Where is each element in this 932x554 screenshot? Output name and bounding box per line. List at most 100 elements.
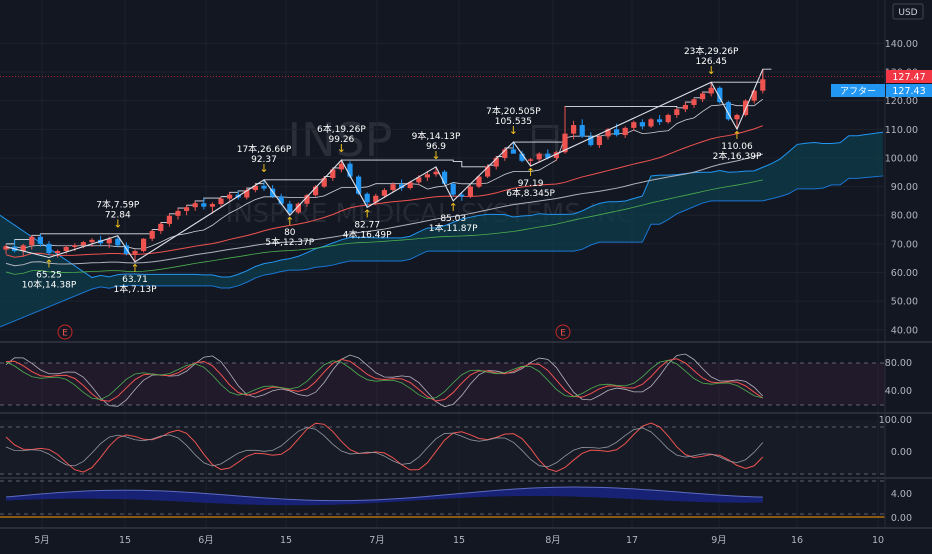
- annotation-line-1: 82.77: [354, 220, 380, 230]
- annotation-line-2: 1本,11.87P: [429, 222, 478, 234]
- arrow-up-icon: ↑: [449, 201, 458, 214]
- price-tick-label: 90.00: [891, 182, 918, 193]
- candle-body: [192, 203, 198, 208]
- time-tick-label: 15: [119, 535, 131, 546]
- annotation-line-2: 99.26: [329, 135, 355, 145]
- panel-band: [0, 420, 885, 474]
- candle-body: [141, 238, 147, 252]
- macd-line: [5, 486, 763, 502]
- panel-tick-label: 0.00: [891, 513, 912, 524]
- annotation-line-1: 110.06: [721, 142, 753, 152]
- arrow-up-icon: ↑: [526, 166, 535, 179]
- annotation-line-2: 1本,7.13P: [113, 283, 157, 295]
- time-tick-label: 9月: [711, 535, 727, 546]
- candle-body: [201, 203, 207, 207]
- annotation-line-1: 6本,19.26P: [317, 123, 366, 135]
- earnings-marker-2[interactable]: [555, 324, 571, 340]
- candle-body: [37, 236, 43, 244]
- candle-body: [476, 176, 482, 187]
- time-axis[interactable]: 5月 15 6月 15 7月 15 8月 17 9月 16 10: [34, 535, 884, 546]
- candle-body: [639, 122, 645, 127]
- panel-tick-label: 100.00: [879, 415, 912, 426]
- candle-body: [80, 242, 86, 246]
- zigzag-annotations: 65.2510本,14.38P↑7本,7.59P72.84↓63.711本,7.…: [22, 45, 762, 295]
- candle-body: [381, 190, 387, 196]
- price-tick-label: 60.00: [891, 268, 918, 279]
- candle-body: [493, 157, 499, 167]
- candle-body: [700, 93, 706, 100]
- after-hours-badge[interactable]: [831, 84, 885, 97]
- price-tick-label: 50.00: [891, 297, 918, 308]
- candle-body: [510, 149, 516, 154]
- candle-body: [132, 251, 138, 254]
- panel-tick-label: 40.00: [885, 386, 912, 397]
- candle-body: [708, 87, 714, 94]
- annotation-line-1: 7本,7.59P: [96, 199, 140, 211]
- candle-body: [390, 184, 396, 191]
- annotation-line-2: 105.535: [495, 117, 532, 127]
- candle-body: [261, 185, 267, 189]
- annotation-line-1: 85.03: [440, 214, 466, 224]
- candle-body: [442, 171, 448, 184]
- candle-body: [149, 230, 155, 239]
- annotation-line-2: 92.37: [251, 155, 277, 165]
- annotation-line-1: 23本,29.26P: [684, 45, 739, 57]
- candle-body: [682, 104, 688, 110]
- candle-body: [459, 194, 465, 197]
- ma-green-line: [5, 179, 763, 275]
- candle-body: [227, 194, 233, 199]
- candle-body: [3, 246, 9, 250]
- candle-body: [295, 203, 301, 213]
- earnings-marker-1[interactable]: [57, 324, 73, 340]
- annotation-line-1: 9本,14.13P: [412, 130, 461, 142]
- ichimoku-cloud: [0, 131, 884, 328]
- candle-body: [571, 125, 577, 134]
- price-tick-label: 100.00: [885, 153, 918, 164]
- candle-body: [244, 190, 250, 198]
- rsi-line-fast: [5, 353, 764, 408]
- candle-body: [450, 183, 456, 195]
- price-tick-label: 110.00: [885, 125, 918, 136]
- last-price-tag: [886, 70, 932, 83]
- annotation-line-2: 96.9: [426, 142, 446, 152]
- after-price-tag: [886, 84, 932, 97]
- candle-body: [89, 239, 95, 243]
- candle-body: [158, 223, 164, 231]
- candle-body: [605, 129, 611, 137]
- candle-body: [725, 102, 731, 120]
- currency-badge[interactable]: [892, 3, 924, 20]
- macd-band: [6, 487, 763, 506]
- last-price-value: 127.47: [892, 72, 925, 83]
- earnings-marker-label: E: [560, 329, 566, 339]
- oscillator-panels: [0, 353, 885, 518]
- panel-tick-label: 0.00: [891, 447, 912, 458]
- candle-body: [502, 149, 508, 158]
- annotation-line-1: 80: [284, 228, 296, 238]
- annotation-line-1: 65.25: [36, 270, 62, 280]
- rsi-line-green: [5, 359, 763, 400]
- candle-body: [209, 204, 215, 207]
- candle-body: [648, 119, 654, 127]
- arrow-down-icon: ↓: [113, 218, 122, 231]
- candle-body: [321, 178, 327, 187]
- arrow-down-icon: ↓: [707, 64, 716, 77]
- candle-body: [588, 136, 594, 146]
- candle-body: [330, 169, 336, 179]
- arrow-down-icon: ↓: [431, 149, 440, 162]
- candle-body: [106, 238, 112, 244]
- candle-body: [433, 171, 439, 175]
- candle-body: [356, 176, 362, 194]
- time-tick-label: 15: [280, 535, 292, 546]
- price-tick-label: 70.00: [891, 239, 918, 250]
- candle-body: [691, 99, 697, 105]
- candle-body: [631, 122, 637, 128]
- zigzag-lines: [5, 68, 764, 263]
- candle-body: [528, 159, 534, 161]
- time-tick-label: 16: [791, 535, 803, 546]
- candle-body: [278, 196, 284, 204]
- after-hours-label: アフター: [840, 86, 876, 97]
- candle-body: [545, 153, 551, 158]
- candle-body: [519, 153, 525, 161]
